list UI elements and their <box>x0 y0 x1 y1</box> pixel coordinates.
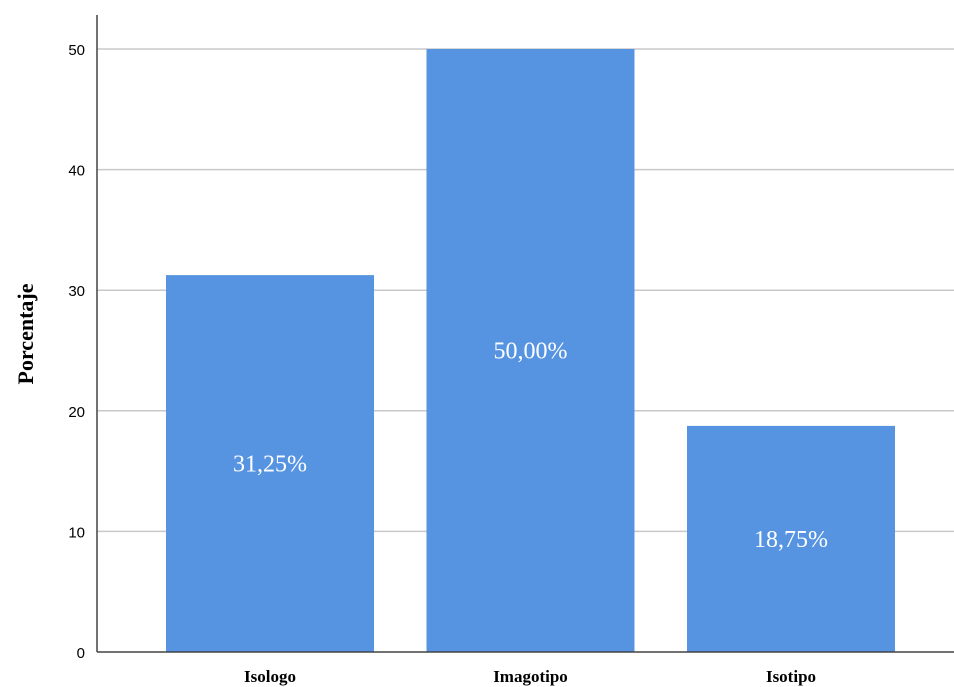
y-axis-title: Porcentaje <box>13 283 38 384</box>
y-tick-label: 0 <box>77 645 85 662</box>
data-label: 50,00% <box>494 339 568 365</box>
data-label: 18,75% <box>754 527 828 553</box>
x-tick-labels: Isologo Imagotipo Isotipo <box>244 667 816 686</box>
data-label: 31,25% <box>233 452 307 478</box>
bar-imagotipo <box>426 49 635 652</box>
y-tick-label: 20 <box>68 404 85 421</box>
y-tick-label: 10 <box>68 524 85 541</box>
bar-isotipo <box>687 425 895 652</box>
data-labels: 31,25% 50,00% 18,75% <box>233 339 828 553</box>
axes <box>96 15 954 653</box>
y-tick-label: 50 <box>68 42 85 59</box>
x-tick-label: Isologo <box>244 667 296 686</box>
y-tick-labels: 0 10 20 30 40 50 <box>68 42 85 662</box>
bars <box>166 49 895 652</box>
x-tick-label: Imagotipo <box>493 667 568 686</box>
y-tick-label: 40 <box>68 163 85 180</box>
y-tick-label: 30 <box>68 283 85 300</box>
x-tick-label: Isotipo <box>766 667 816 686</box>
bar-isologo <box>166 275 374 652</box>
